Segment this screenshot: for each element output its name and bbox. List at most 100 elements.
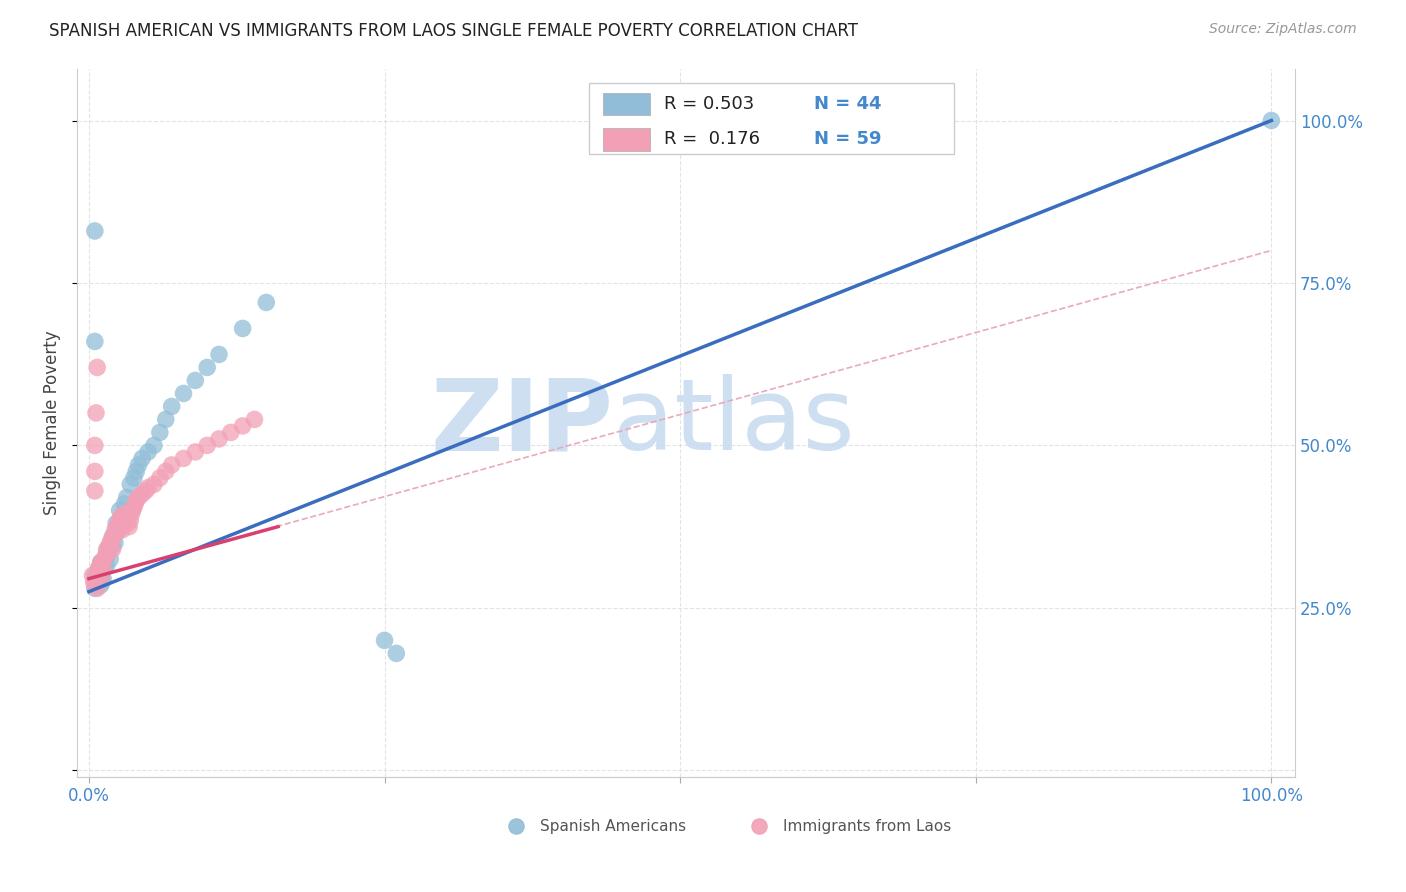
Point (124, 497, 146, 511)
Point (128, 458, 150, 472)
Point (740, 809, 762, 823)
Point (83, 582, 105, 596)
Point (90, 574, 112, 589)
Point (115, 509, 138, 524)
Point (111, 523, 134, 537)
Point (96, 542, 118, 557)
Point (104, 536, 127, 550)
Text: N = 44: N = 44 (814, 95, 882, 113)
Point (173, 451, 195, 466)
FancyBboxPatch shape (603, 128, 650, 151)
Point (87, 562, 110, 576)
Point (108, 503, 131, 517)
Point (184, 373, 207, 387)
Point (110, 509, 132, 524)
Point (83, 483, 105, 498)
Point (103, 529, 125, 543)
Text: N = 59: N = 59 (814, 130, 882, 148)
Point (195, 360, 218, 375)
Point (97, 542, 120, 557)
Point (243, 412, 266, 426)
Point (385, 646, 408, 660)
Point (90, 572, 112, 586)
Point (90, 555, 112, 569)
Point (83, 464, 105, 478)
Point (82, 568, 104, 582)
Point (93, 562, 115, 576)
Point (503, 809, 526, 823)
Point (155, 464, 177, 478)
Point (131, 451, 153, 466)
Point (125, 464, 148, 478)
Text: SPANISH AMERICAN VS IMMIGRANTS FROM LAOS SINGLE FEMALE POVERTY CORRELATION CHART: SPANISH AMERICAN VS IMMIGRANTS FROM LAOS… (49, 22, 858, 40)
Point (121, 507, 143, 521)
FancyBboxPatch shape (603, 93, 650, 115)
Point (118, 519, 141, 533)
Point (100, 533, 122, 547)
Point (114, 513, 136, 527)
Point (112, 516, 135, 531)
Point (112, 507, 135, 521)
Point (104, 523, 127, 537)
Point (232, 418, 254, 433)
Point (98, 536, 121, 550)
Point (373, 633, 395, 648)
Point (101, 539, 124, 553)
Point (89, 565, 111, 579)
Point (160, 400, 183, 414)
Point (155, 412, 177, 426)
Point (142, 477, 165, 491)
Point (232, 321, 254, 335)
Point (105, 519, 128, 533)
Y-axis label: Single Female Poverty: Single Female Poverty (44, 330, 60, 515)
Point (83, 568, 105, 582)
Point (142, 438, 165, 452)
Point (84, 572, 107, 586)
Point (91, 562, 114, 576)
Point (254, 295, 277, 310)
Point (184, 445, 207, 459)
Point (86, 572, 108, 586)
Point (96, 549, 118, 563)
FancyBboxPatch shape (589, 83, 955, 153)
Point (98, 539, 121, 553)
Point (87, 562, 110, 576)
Point (94, 549, 117, 563)
Point (125, 493, 148, 508)
Text: Spanish Americans: Spanish Americans (540, 819, 686, 834)
Point (91, 572, 114, 586)
Point (128, 491, 150, 505)
Point (90, 558, 112, 573)
Point (86, 582, 108, 596)
Point (97, 546, 120, 560)
Point (112, 497, 135, 511)
Point (195, 438, 218, 452)
Point (173, 386, 195, 401)
Point (90, 578, 112, 592)
Point (120, 477, 142, 491)
Point (98, 552, 121, 566)
Point (90, 555, 112, 569)
Point (83, 578, 105, 592)
Point (83, 224, 105, 238)
Point (115, 491, 138, 505)
Point (122, 471, 145, 485)
Point (108, 513, 131, 527)
Point (101, 542, 124, 557)
Text: R =  0.176: R = 0.176 (664, 130, 761, 148)
Point (83, 334, 105, 349)
Text: atlas: atlas (613, 374, 855, 471)
Point (149, 425, 172, 440)
Point (135, 483, 157, 498)
Point (84, 406, 107, 420)
Point (93, 552, 115, 566)
Point (136, 445, 159, 459)
Point (117, 516, 139, 531)
Text: R = 0.503: R = 0.503 (664, 95, 755, 113)
Point (120, 513, 142, 527)
Point (107, 523, 129, 537)
Point (219, 425, 242, 440)
Point (122, 500, 145, 515)
Point (105, 516, 128, 531)
Point (136, 481, 159, 495)
